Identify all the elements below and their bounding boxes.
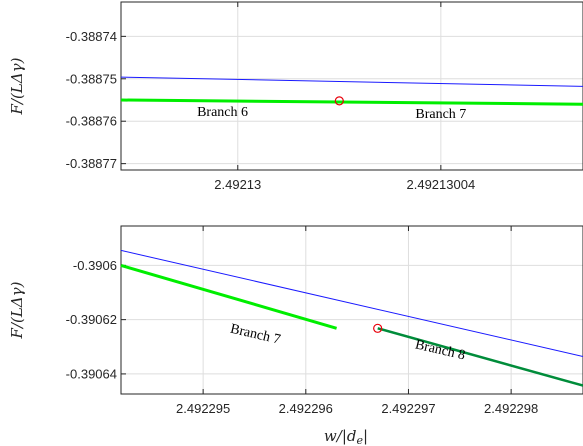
y-tick-label: -0.38874 (66, 29, 117, 44)
top-panel: 2.49213 2.49213004 -0.38874 -0.38875 -0.3887… (8, 1, 583, 192)
y-tick-label: -0.38876 (66, 114, 117, 129)
x-tick-label: 2.49213 (214, 177, 261, 192)
x-tick-label: 2.492298 (484, 401, 538, 416)
x-tick-label: 2.492295 (176, 401, 230, 416)
axes-frame (120, 1, 583, 171)
x-tick-label: 2.492297 (381, 401, 435, 416)
x-axis-label: w/|de| (324, 427, 368, 446)
branch-label: Branch 6 (197, 105, 248, 120)
y-axis-label: F/(LΔγ) (8, 57, 26, 115)
axes-frame (120, 225, 583, 395)
y-tick-label: -0.3906 (73, 258, 117, 273)
branch-label: Branch 7 (415, 107, 466, 122)
y-tick-label: -0.38875 (66, 71, 117, 86)
y-axis-label: F/(LΔγ) (8, 281, 26, 339)
series-line (377, 327, 583, 387)
series-line (120, 263, 338, 330)
series-line (120, 249, 583, 357)
series-line (120, 98, 583, 106)
y-tick-label: -0.38877 (66, 156, 117, 171)
y-tick-label: -0.39062 (66, 312, 117, 327)
junction-marker (334, 96, 344, 106)
y-tick-label: -0.39064 (66, 366, 117, 381)
x-tick-label: 2.492296 (279, 401, 333, 416)
junction-marker (373, 323, 383, 333)
bottom-panel: 2.492295 2.492296 2.492297 2.492298 -0.3906 -… (8, 225, 583, 446)
series-line (120, 76, 583, 87)
x-tick-label: 2.49213004 (407, 177, 476, 192)
